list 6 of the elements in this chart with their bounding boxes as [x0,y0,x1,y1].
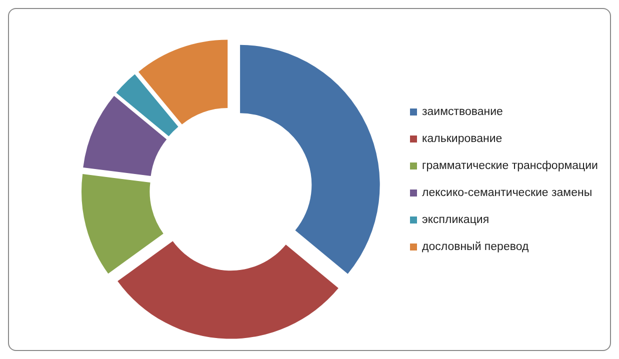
legend-label: калькирование [422,133,502,145]
legend-label: лексико-семантические замены [422,187,592,199]
legend-label: дословный перевод [422,241,529,253]
legend-label: экспликация [422,214,490,226]
legend-label: грамматические трансформации [422,160,598,172]
legend-label: заимствование [422,106,503,118]
